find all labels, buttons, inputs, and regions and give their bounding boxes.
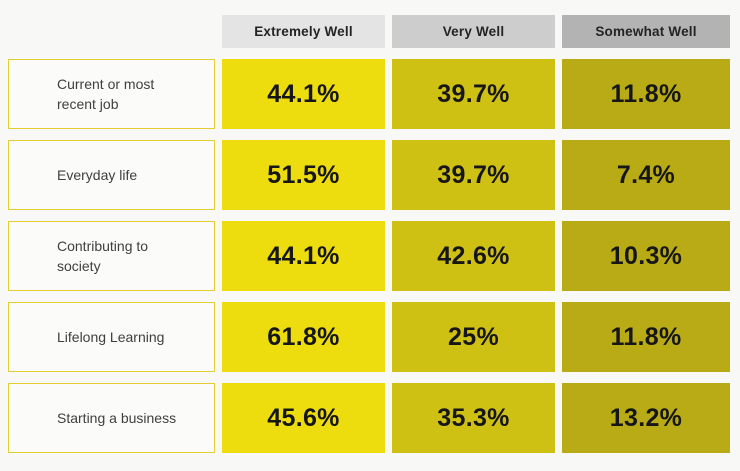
column-header-somewhat-well: Somewhat Well: [562, 15, 730, 48]
heatmap-cell-r1c1: 39.7%: [392, 140, 555, 210]
row-label-current-job: Current or most recent job: [8, 59, 215, 129]
heatmap-cell-r2c2: 10.3%: [562, 221, 730, 291]
row-label-text: Current or most recent job: [57, 76, 155, 112]
row-label-contributing-society: Contributing to society: [8, 221, 215, 291]
heatmap-cell-r1c2: 7.4%: [562, 140, 730, 210]
heatmap-cell-r0c1: 39.7%: [392, 59, 555, 129]
heatmap-cell-r2c1: 42.6%: [392, 221, 555, 291]
heatmap-cell-r3c2: 11.8%: [562, 302, 730, 372]
heatmap-cell-r4c2: 13.2%: [562, 383, 730, 453]
row-label-text: Lifelong Learning: [57, 329, 165, 345]
heatmap-cell-r2c0: 44.1%: [222, 221, 385, 291]
heatmap-cell-r3c1: 25%: [392, 302, 555, 372]
column-header-extremely-well: Extremely Well: [222, 15, 385, 48]
heatmap-cell-r0c0: 44.1%: [222, 59, 385, 129]
heatmap-cell-r4c0: 45.6%: [222, 383, 385, 453]
row-label-everyday-life: Everyday life: [8, 140, 215, 210]
heatmap-cell-r1c0: 51.5%: [222, 140, 385, 210]
row-label-lifelong-learning: Lifelong Learning: [8, 302, 215, 372]
corner-spacer: [8, 15, 215, 48]
heatmap-cell-r0c2: 11.8%: [562, 59, 730, 129]
heatmap-cell-r3c0: 61.8%: [222, 302, 385, 372]
row-label-text: Everyday life: [57, 167, 138, 183]
row-label-text: Contributing to society: [57, 238, 149, 274]
heatmap-cell-r4c1: 35.3%: [392, 383, 555, 453]
row-label-text: Starting a business: [57, 410, 177, 426]
row-label-starting-business: Starting a business: [8, 383, 215, 453]
column-header-very-well: Very Well: [392, 15, 555, 48]
